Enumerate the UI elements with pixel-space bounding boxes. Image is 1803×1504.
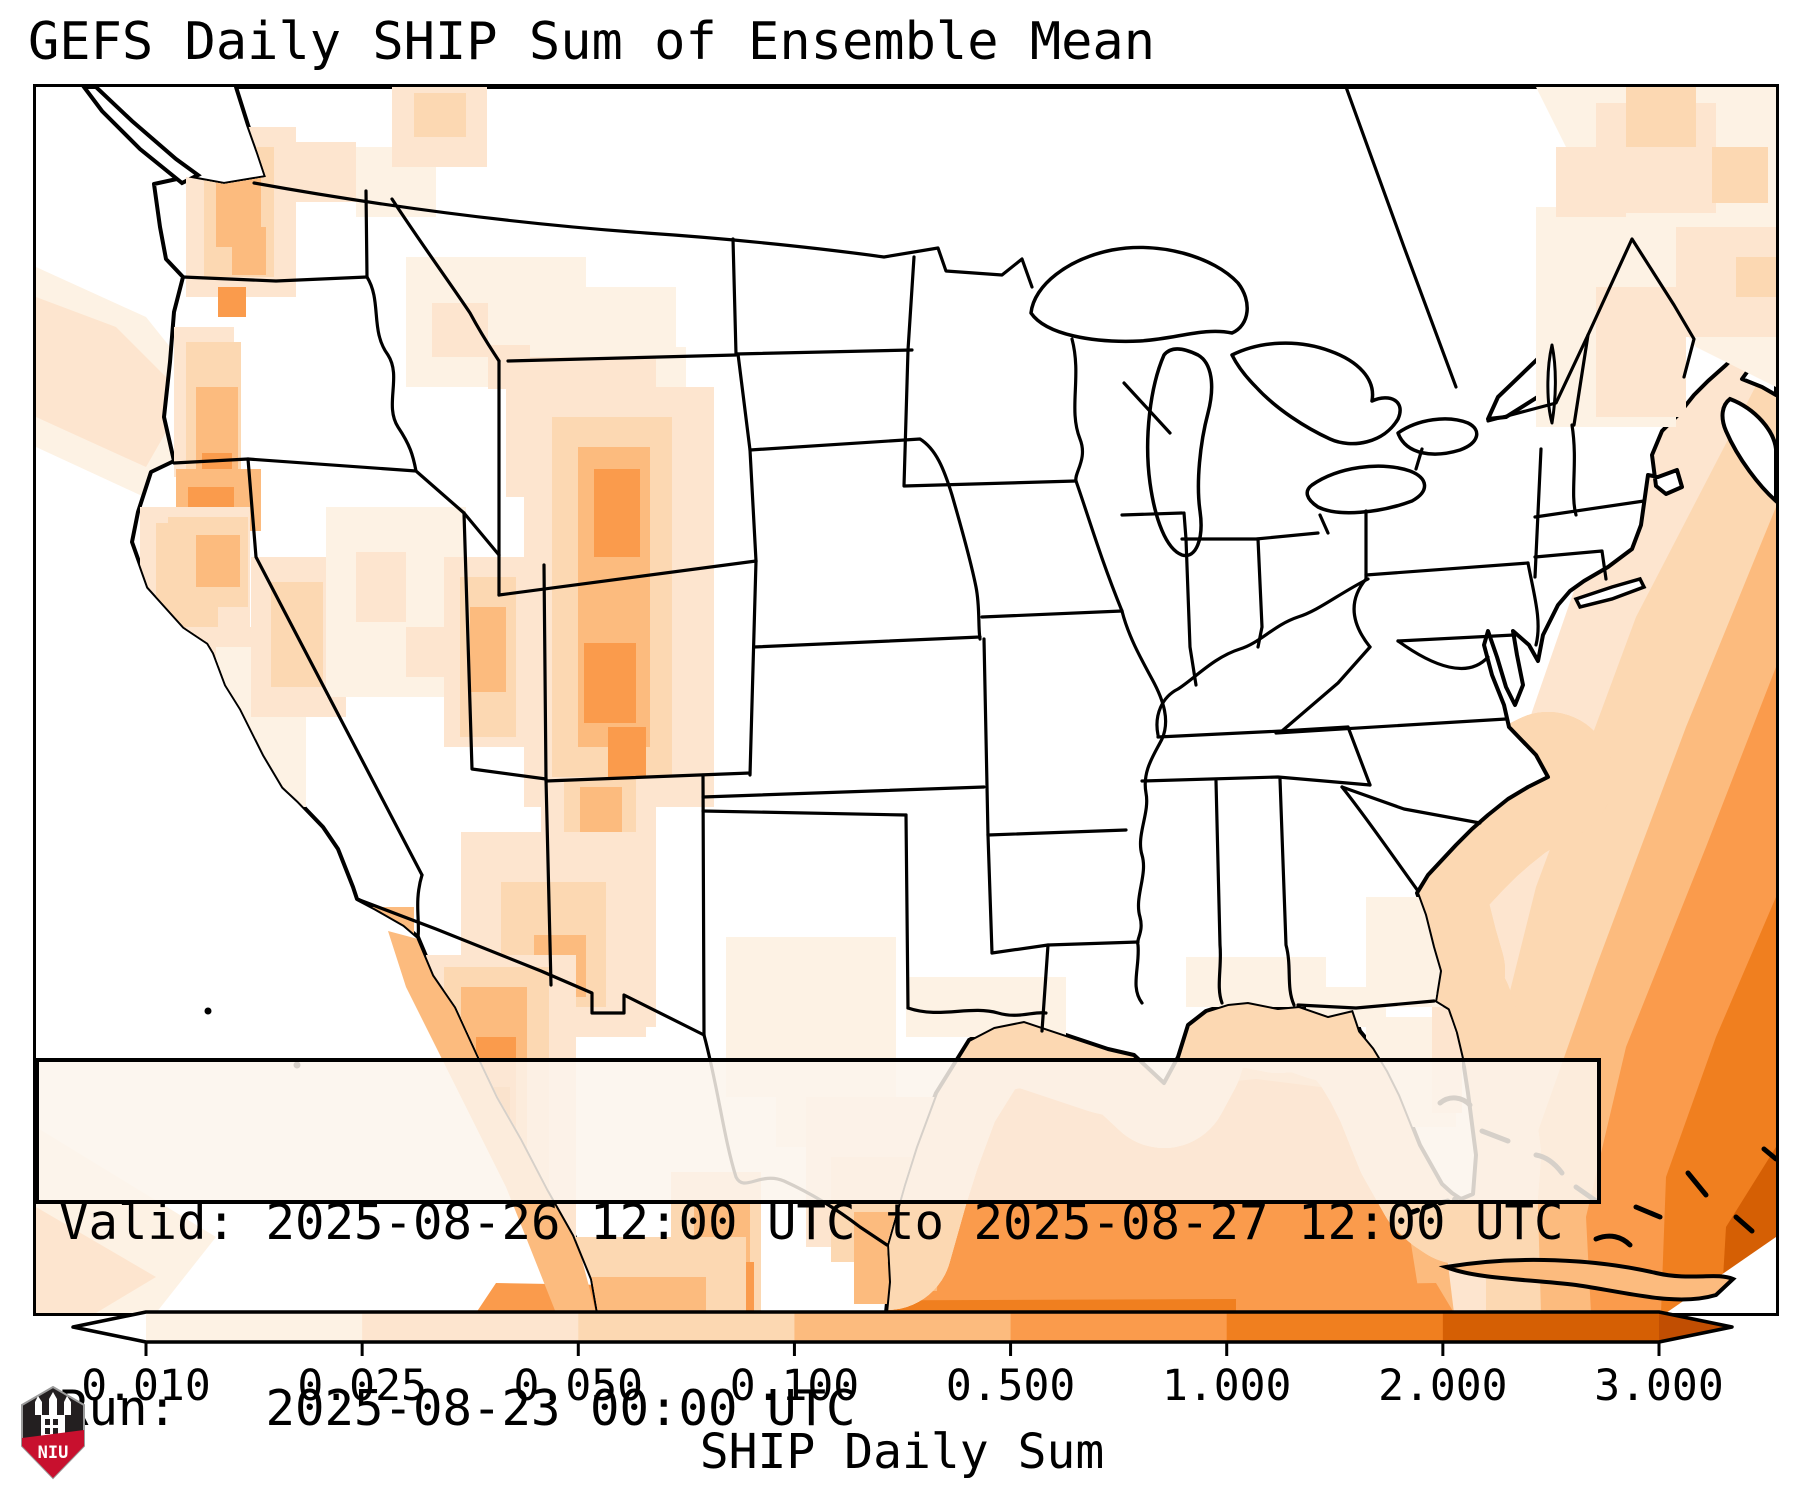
colorbar-segment xyxy=(1226,1312,1444,1342)
colorbar-svg: 0.010 0.025 0.050 0.100 0.500 1.000 2.000 3.000… xyxy=(71,1310,1734,1480)
lake-erie xyxy=(1305,464,1427,515)
niu-logo: NIU xyxy=(21,1386,85,1480)
lake-champlain xyxy=(1546,343,1557,425)
islands xyxy=(81,87,1776,1069)
colorbar-under-arrow xyxy=(73,1312,146,1342)
page-title: GEFS Daily SHIP Sum of Ensemble Mean xyxy=(28,12,1156,72)
lake-superior xyxy=(1029,245,1249,344)
great-lakes xyxy=(1029,245,1557,558)
niu-text: NIU xyxy=(38,1443,69,1463)
colorbar-tick-label: 0.050 xyxy=(514,1361,643,1411)
lake-huron xyxy=(1230,341,1402,446)
colorbar-axis-label: SHIP Daily Sum xyxy=(700,1424,1105,1480)
colorbar-segment xyxy=(794,1312,1012,1342)
colorbar-segment xyxy=(578,1312,795,1342)
valid-run-info-box: Valid: 2025-08-26 12:00 UTC to 2025-08-2… xyxy=(35,1058,1601,1437)
us-ship-map xyxy=(36,87,1776,1313)
colorbar-tick-label: 1.000 xyxy=(1162,1361,1291,1411)
colorbar-tick-label: 0.010 xyxy=(81,1361,210,1411)
cuba xyxy=(1438,1257,1737,1302)
valid-line: Valid: 2025-08-26 12:00 UTC to 2025-08-2… xyxy=(59,1194,1564,1251)
colorbar-segment xyxy=(362,1312,579,1342)
lake-michigan xyxy=(1145,347,1214,558)
map-frame xyxy=(33,84,1779,1316)
niu-red-band xyxy=(22,1430,84,1478)
run-line: Run: 2025-08-23 00:00 UTC xyxy=(59,1380,856,1437)
colorbar-tick-label: 3.000 xyxy=(1594,1361,1723,1411)
colorbar-tick-label: 0.100 xyxy=(730,1361,859,1411)
colorbar: 0.010 0.025 0.050 0.100 0.500 1.000 2.000 3.000… xyxy=(0,1292,1803,1500)
northeast-shading xyxy=(1536,87,1776,427)
colorbar-segment xyxy=(1010,1312,1228,1342)
colorbar-segment xyxy=(1442,1312,1660,1342)
colorbar-tick-label: 2.000 xyxy=(1378,1361,1507,1411)
colorbar-tick-label: 0.025 xyxy=(297,1361,426,1411)
colorbar-segment xyxy=(146,1312,363,1342)
colorbar-over-arrow xyxy=(1659,1312,1732,1342)
colorbar-tick-label: 0.500 xyxy=(946,1361,1075,1411)
